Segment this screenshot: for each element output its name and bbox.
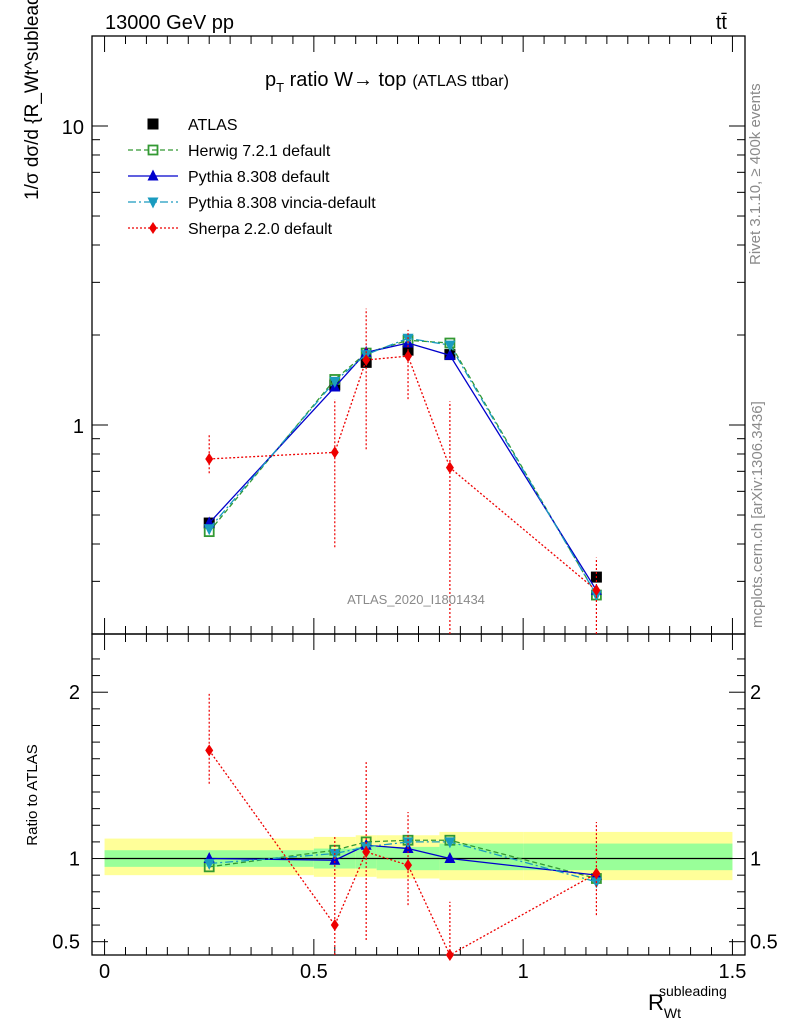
band-inner [523, 843, 733, 871]
data-point [329, 376, 341, 388]
legend-item: Sherpa 2.2.0 default [128, 221, 333, 238]
data-point [362, 845, 371, 858]
series-line [209, 844, 597, 876]
legend-marker [147, 197, 159, 209]
data-point [592, 867, 601, 880]
legend-item: Herwig 7.2.1 default [128, 143, 331, 160]
xtick-label: 0.5 [300, 961, 328, 983]
ratio-uncertainty-bands [104, 831, 733, 881]
legend-label: Herwig 7.2.1 default [188, 143, 331, 160]
series-line [208, 339, 597, 596]
data-point [205, 744, 214, 757]
data-point [404, 350, 413, 363]
series-line [208, 342, 597, 591]
main-series [203, 308, 602, 634]
legend-marker [147, 144, 159, 156]
legend-label: Pythia 8.308 vincia-default [188, 195, 376, 212]
data-point [444, 348, 456, 360]
legend-marker [147, 118, 159, 130]
series-line [208, 750, 597, 956]
ratio-series [203, 693, 602, 961]
legend-marker [149, 222, 157, 234]
data-point [203, 524, 215, 536]
xlabel: RWtsubleading [648, 983, 727, 1021]
xtick-label: 1 [518, 961, 529, 983]
ratio-ytick-label: 1 [69, 849, 80, 871]
data-point [362, 353, 371, 366]
series-herwig-7-2-1-default [203, 334, 602, 601]
ratio-ytick-label-right: 2 [750, 682, 761, 704]
main-ylabel: 1/σ dσ/d {R_Wt^subleading} [22, 0, 43, 200]
axis-ticks: 1 10 0.5 0.5 1 1 2 2 0 0.5 1 1.5 [52, 35, 778, 983]
ratio-frame [91, 633, 746, 956]
legend-item: Pythia 8.308 vincia-default [128, 195, 376, 212]
xtick-label: 1.5 [719, 961, 747, 983]
series-line [209, 355, 597, 591]
data-point [444, 340, 456, 352]
data-point [330, 919, 339, 932]
legend-label: Sherpa 2.2.0 default [188, 221, 333, 238]
ratio-ylabel: Ratio to ATLAS [24, 744, 41, 845]
ratio-ytick-label: 0.5 [52, 932, 80, 954]
main-ytick-label: 10 [62, 117, 84, 139]
data-point [203, 859, 215, 871]
mcplots-label: mcplots.cern.ch [arXiv:1306.3436] [749, 401, 766, 628]
ratio-ytick-label-right: 1 [750, 849, 761, 871]
data-point [592, 584, 601, 597]
data-point [330, 446, 339, 459]
series-sherpa-2-2-0-default [205, 693, 601, 961]
analysis-watermark: ATLAS_2020_I1801434 [347, 592, 485, 607]
data-point [445, 949, 454, 961]
chart-title: pT ratio W→ top (ATLAS ttbar) [265, 69, 509, 95]
legend-item: Pythia 8.308 default [128, 169, 330, 186]
data-point [445, 461, 454, 474]
process-label: tt̄ [716, 12, 728, 34]
series-sherpa-2-2-0-default [205, 308, 601, 634]
main-ytick-label: 1 [73, 416, 84, 438]
series-line [209, 841, 597, 883]
data-point [402, 333, 414, 345]
legend-marker [147, 169, 159, 181]
data-point [444, 837, 456, 849]
series-line [208, 337, 597, 596]
rivet-label: Rivet 3.1.10, ≥ 400k events [747, 83, 764, 265]
series-line [209, 839, 597, 880]
ratio-ytick-label: 2 [69, 682, 80, 704]
legend-item: ATLAS [147, 117, 238, 134]
energy-label: 13000 GeV pp [105, 12, 234, 34]
series-pythia-8-308-vincia-default [203, 333, 602, 602]
data-point [404, 859, 413, 872]
data-point [205, 452, 214, 465]
ratio-ytick-label-right: 0.5 [750, 932, 778, 954]
legend: ATLAS Herwig 7.2.1 default Pythia 8.308 de… [128, 117, 376, 238]
data-point [444, 852, 456, 864]
xtick-label: 0 [99, 961, 110, 983]
legend-label: ATLAS [188, 117, 238, 134]
data-point [402, 837, 414, 849]
legend-label: Pythia 8.308 default [188, 169, 330, 186]
